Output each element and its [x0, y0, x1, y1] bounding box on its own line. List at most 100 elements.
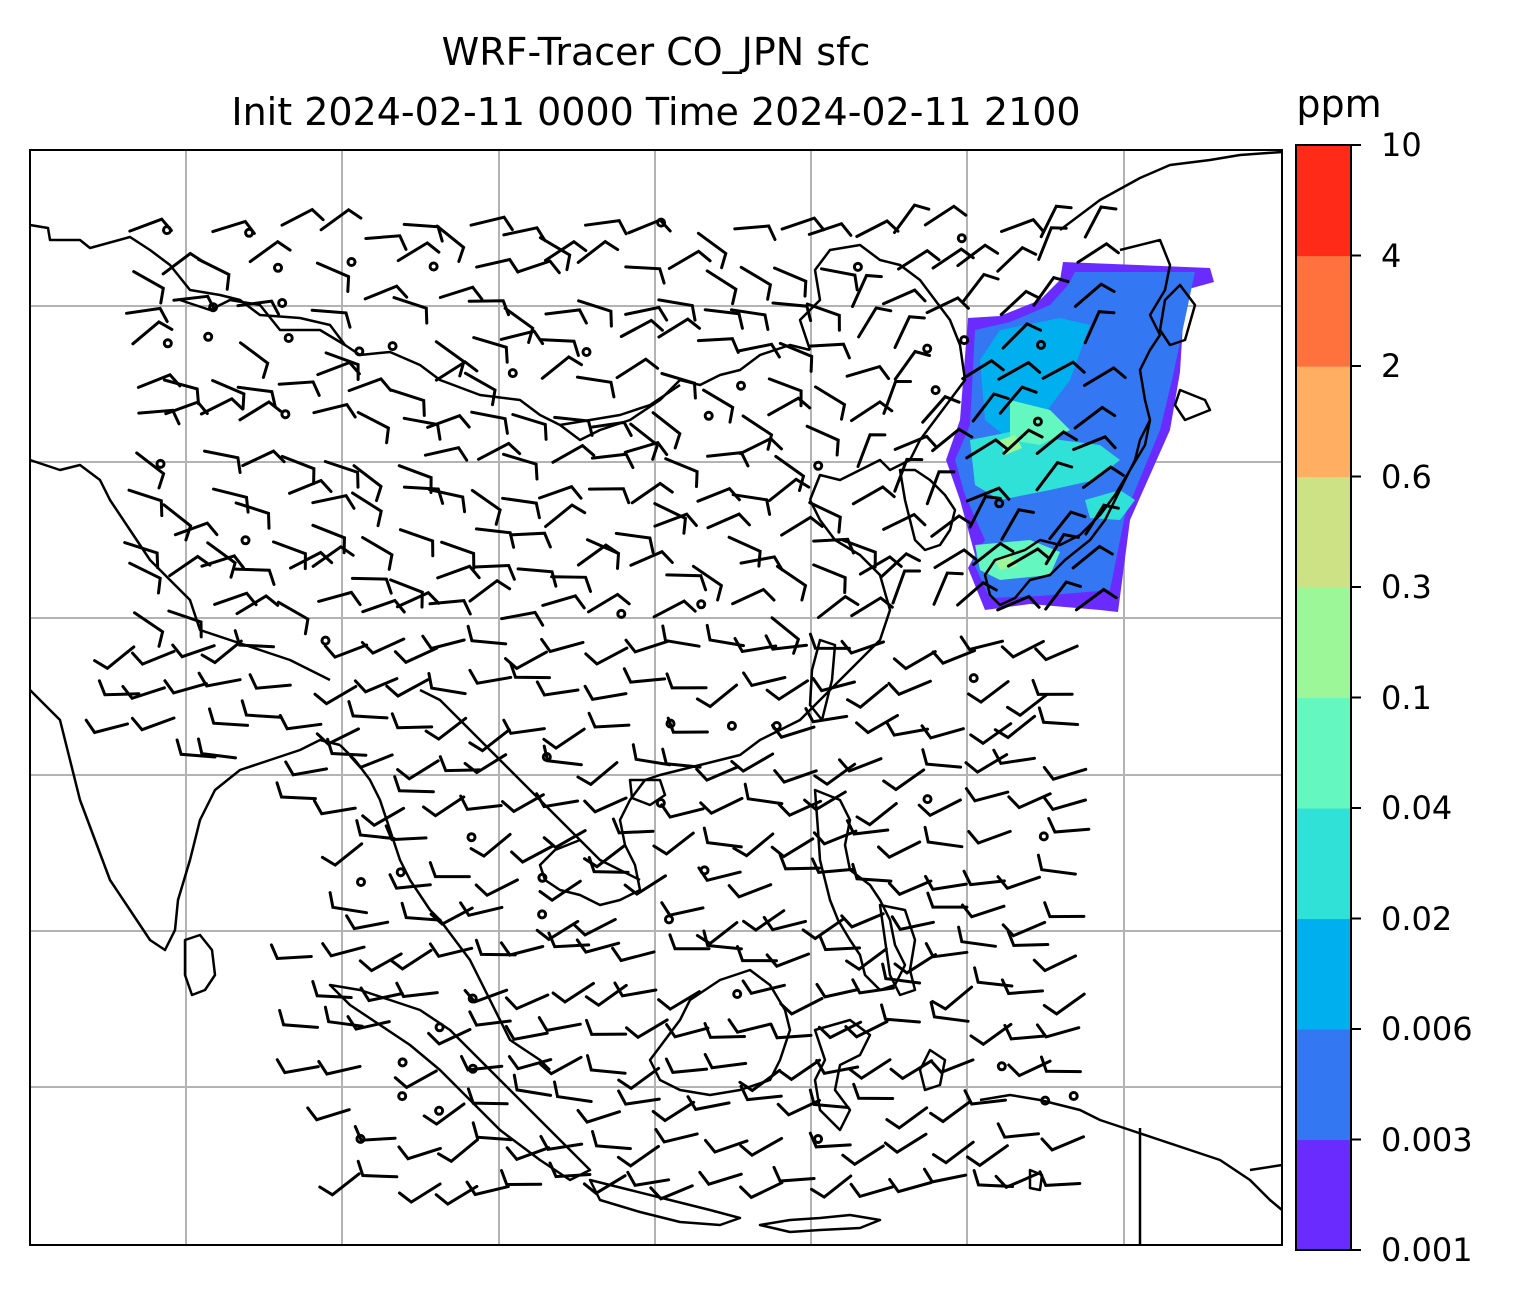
wind-barb [851, 485, 896, 506]
wind-calm-marker [428, 261, 439, 272]
wind-barb [538, 1055, 583, 1076]
wind-barb [319, 207, 363, 232]
wind-barb [921, 394, 961, 424]
wind-barb [393, 646, 439, 665]
wind-barb [363, 284, 409, 301]
wind-barb [544, 503, 587, 528]
wind-barb [503, 306, 535, 344]
wind-barb [810, 1174, 853, 1199]
wind-barb [427, 1028, 472, 1046]
map-title: WRF-Tracer CO_JPN sfc [441, 30, 871, 74]
wind-barb [808, 632, 851, 650]
wind-barb [888, 1178, 933, 1194]
wind-barb [537, 1016, 582, 1033]
wind-calm-marker [655, 798, 666, 808]
wind-barb [967, 680, 1010, 704]
wind-barb [235, 594, 280, 616]
wind-barb [437, 1138, 479, 1164]
wind-barb [929, 1000, 970, 1023]
wind-barb [1035, 430, 1078, 455]
wind-barb [917, 798, 962, 818]
wind-barb [736, 945, 778, 963]
coastline-24 [979, 1093, 1283, 1211]
wind-barb [965, 438, 1009, 460]
wind-barb [585, 1018, 628, 1036]
wind-barb [968, 494, 1002, 529]
wind-barb [535, 919, 580, 942]
wind-barb [653, 502, 687, 535]
wind-barb [474, 527, 516, 549]
wind-barb [463, 371, 497, 407]
coastline-1 [798, 243, 967, 501]
wind-barb [278, 714, 323, 731]
wind-barb [1000, 978, 1044, 996]
wind-barb [321, 942, 366, 958]
wind-barb [474, 878, 519, 898]
wind-barb [765, 952, 811, 968]
wind-barb [359, 986, 404, 1003]
colorbar-tick-label: 0.04 [1381, 789, 1453, 827]
wind-barb [931, 247, 975, 270]
wind-calm-marker [996, 1061, 1007, 1072]
wind-barb [892, 650, 937, 671]
wind-calm-marker [397, 1091, 408, 1102]
wind-barb [767, 396, 812, 417]
wind-barb [463, 988, 509, 1004]
wind-barb [883, 1132, 928, 1155]
wind-barb [364, 234, 408, 251]
wind-barb [316, 360, 361, 377]
wind-barb [501, 793, 545, 814]
wind-calm-marker [852, 261, 863, 272]
wind-barb [626, 1170, 671, 1187]
wind-barb [929, 1058, 975, 1075]
wind-barb [312, 402, 357, 419]
wind-barb [1035, 460, 1074, 492]
wind-barb [500, 1169, 543, 1187]
wind-barb [438, 755, 482, 773]
wind-barb [393, 1069, 438, 1090]
wind-barb [998, 385, 1038, 415]
wind-barb [738, 436, 783, 456]
wind-barb [175, 738, 217, 759]
wind-barb [320, 842, 364, 867]
wind-barb [213, 591, 258, 607]
wind-barb [349, 753, 394, 770]
wind-barb [623, 440, 669, 456]
wind-barb [422, 1102, 466, 1126]
wind-barb [311, 980, 353, 999]
wind-barb [589, 420, 633, 437]
wind-barb [173, 521, 219, 537]
wind-barb [197, 737, 237, 760]
colorbar-tick-label: 0.001 [1381, 1231, 1473, 1269]
wind-barb [845, 364, 891, 381]
wind-barb [702, 826, 743, 849]
wind-barb [353, 1125, 397, 1142]
wind-barb [389, 388, 426, 417]
wind-barb [877, 840, 922, 860]
colorbar-bin-7 [1296, 366, 1351, 478]
wind-barb [808, 1131, 852, 1149]
wind-barb [705, 269, 738, 306]
wind-barb [390, 712, 434, 730]
wind-barb [885, 1106, 929, 1130]
wind-barb [887, 879, 933, 897]
wind-barb [133, 611, 165, 648]
coastline-6 [1158, 283, 1197, 347]
wind-barb [703, 1053, 748, 1070]
wind-barb [510, 844, 555, 864]
wind-barb [765, 679, 810, 702]
wind-barb [535, 680, 580, 697]
wind-barb [164, 400, 209, 416]
wind-barb [389, 578, 424, 609]
colorbar-tick-label: 0.003 [1381, 1120, 1473, 1159]
wind-barb [624, 305, 669, 322]
coastline-5 [983, 238, 1172, 607]
wind-barb [611, 946, 656, 963]
wind-barb [328, 891, 368, 915]
wind-barb [428, 942, 474, 959]
wind-barb [361, 536, 394, 571]
wind-barb [1034, 644, 1079, 662]
wind-barb [1048, 510, 1087, 541]
wind-barb [584, 983, 628, 1008]
wind-barb [652, 831, 695, 856]
